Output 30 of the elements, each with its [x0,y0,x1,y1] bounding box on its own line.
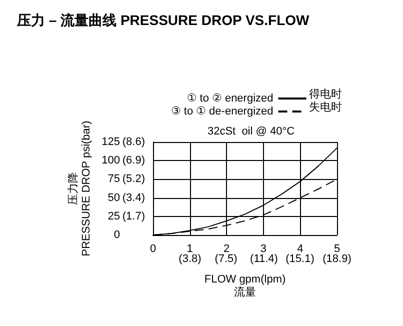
x-tick-label: 1 [186,243,193,255]
x-tick-label: 4 [297,243,304,255]
y-tick-label: 75 [108,173,120,186]
y2-tick-label: (1.7) [122,210,145,223]
y-tick-label: 100 [102,154,120,167]
x-tick-label: 0 [150,243,156,255]
text: 得电时 [309,88,342,100]
x-tick-label: 3 [260,243,266,255]
x-tick-label: 2 [224,243,230,255]
y-tick-label: 50 [108,192,120,204]
x2-tick-label: (15.1) [286,253,314,265]
y2-tick-label: (6.9) [122,154,145,166]
y2-tick-label: (5.2) [122,172,145,185]
x-tick-label: 5 [334,243,340,255]
x2-tick-label: (11.4) [250,253,278,265]
y2-tick-label: (3.4) [122,192,145,204]
y-tick-label: 125 [102,136,120,148]
chart-title: 压力 – 流量曲线 PRESSURE DROP VS.FLOW [16,12,310,28]
text: 失电时 [309,100,342,114]
legend-label: ① to ② energized [186,92,274,104]
legend-label: ③ to ① de-energized [170,106,274,118]
y2-tick-label: (8.6) [122,136,145,148]
chart-subtitle: 32cSt oil @ 40°C [207,126,295,138]
x2-tick-label: (3.8) [178,253,202,265]
y-axis-title: 压力降 PRESSURE DROP psi(bar) [66,120,92,256]
y-tick-label: 0 [114,229,120,241]
x2-tick-label: (7.5) [214,253,238,265]
x2-tick-label: (18.9) [322,253,352,265]
y-tick-label: 25 [108,210,120,222]
x-axis-title: FLOW gpm(lpm) 流量 [204,274,286,298]
